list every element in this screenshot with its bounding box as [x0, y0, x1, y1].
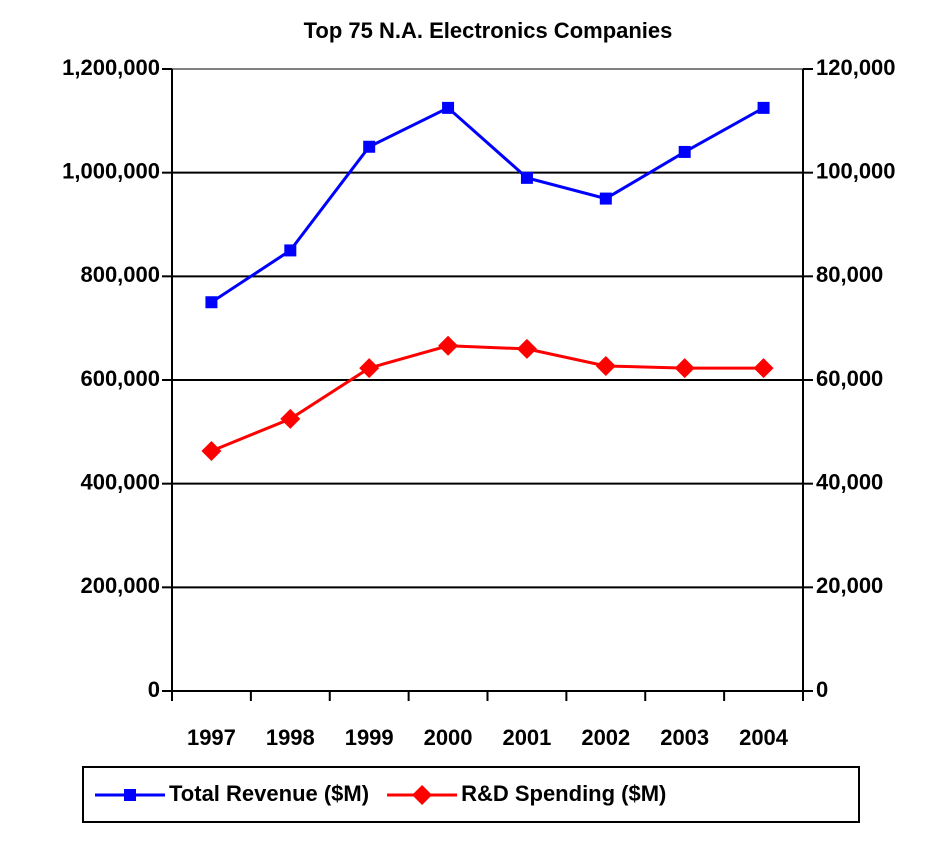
y2-tick-label: 40,000 [816, 469, 883, 494]
y-tick-label: 1,200,000 [62, 55, 160, 80]
data-point [201, 441, 222, 462]
y2-tick-label: 100,000 [816, 158, 896, 183]
y-tick-label: 800,000 [80, 262, 160, 287]
legend-label: Total Revenue ($M) [169, 781, 369, 806]
legend-box [82, 766, 860, 823]
y2-tick-label: 20,000 [816, 573, 883, 598]
y2-tick-label: 0 [816, 677, 828, 702]
data-point [678, 145, 691, 158]
data-point [757, 101, 770, 114]
series-line [210, 106, 765, 304]
x-tick-label: 2002 [581, 725, 630, 750]
y-tick-label: 1,000,000 [62, 158, 160, 183]
data-point [442, 101, 455, 114]
x-tick-label: 2000 [424, 725, 473, 750]
chart-title: Top 75 N.A. Electronics Companies [304, 18, 673, 43]
x-tick-label: 2003 [660, 725, 709, 750]
data-point [674, 358, 695, 379]
legend-label: R&D Spending ($M) [461, 781, 666, 806]
data-point [516, 338, 537, 359]
data-point [595, 356, 616, 377]
x-tick-label: 1998 [266, 725, 315, 750]
data-point [438, 335, 459, 356]
series-line [210, 344, 764, 453]
data-point [363, 140, 376, 153]
x-tick-label: 1997 [187, 725, 236, 750]
y2-tick-label: 120,000 [816, 55, 896, 80]
y-tick-label: 600,000 [80, 366, 160, 391]
data-point [599, 192, 612, 205]
data-point [205, 296, 218, 309]
data-point [520, 171, 533, 184]
y-tick-label: 400,000 [80, 469, 160, 494]
x-tick-label: 2004 [739, 725, 789, 750]
data-point [753, 358, 774, 379]
x-tick-label: 1999 [345, 725, 394, 750]
data-point [280, 408, 301, 429]
legend-marker [412, 785, 433, 805]
y2-tick-label: 60,000 [816, 366, 883, 391]
x-tick-label: 2001 [502, 725, 551, 750]
y2-tick-label: 80,000 [816, 262, 883, 287]
legend-marker [124, 789, 136, 801]
data-point [359, 358, 380, 379]
data-point [284, 244, 297, 257]
y-tick-label: 0 [148, 677, 160, 702]
y-tick-label: 200,000 [80, 573, 160, 598]
